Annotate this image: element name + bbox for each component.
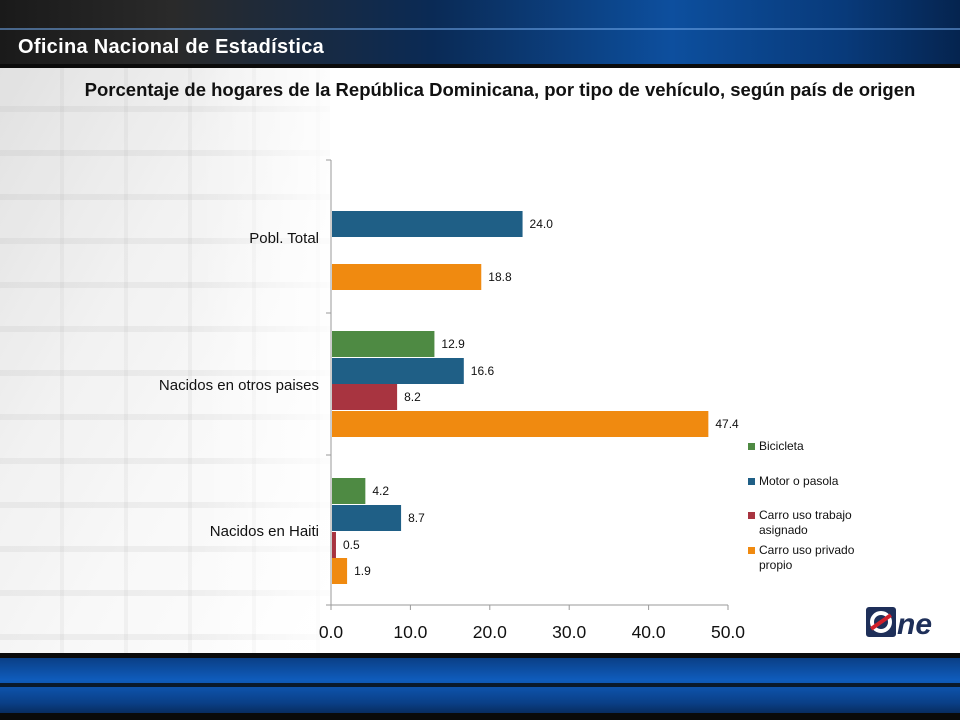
bar xyxy=(332,264,482,290)
footer-bottom-band xyxy=(0,713,960,720)
legend-swatch xyxy=(748,443,755,450)
header-bottom-line xyxy=(0,64,960,68)
bar xyxy=(332,358,464,384)
legend-label: Motor o pasola xyxy=(759,474,839,488)
bar xyxy=(332,478,366,504)
data-label: 18.8 xyxy=(488,270,512,284)
category-label: Nacidos en otros paises xyxy=(159,377,319,394)
one-logo: ne xyxy=(866,605,940,641)
footer-band xyxy=(0,683,960,687)
legend-label: Carro uso trabajo asignado xyxy=(759,508,852,537)
data-label: 8.7 xyxy=(408,511,425,525)
data-label: 16.6 xyxy=(471,364,495,378)
footer-bar xyxy=(0,653,960,720)
bar xyxy=(332,331,435,357)
x-tick-label: 0.0 xyxy=(319,622,344,642)
bar xyxy=(332,505,402,531)
x-tick-label: 50.0 xyxy=(711,622,745,642)
data-label: 1.9 xyxy=(354,564,371,578)
x-tick-label: 20.0 xyxy=(473,622,507,642)
bar xyxy=(332,384,398,410)
data-label: 47.4 xyxy=(715,417,739,431)
bar xyxy=(332,411,709,437)
x-tick-label: 10.0 xyxy=(393,622,427,642)
chart-title: Porcentaje de hogares de la República Do… xyxy=(84,79,916,100)
legend-label: Carro uso privado propio xyxy=(759,543,855,572)
header-bar: Oficina Nacional de Estadística xyxy=(0,0,960,68)
legend-label: Bicicleta xyxy=(759,439,804,453)
x-tick-label: 40.0 xyxy=(632,622,666,642)
legend-swatch xyxy=(748,478,755,485)
bar xyxy=(332,532,336,558)
bar xyxy=(332,558,348,584)
data-label: 8.2 xyxy=(404,390,421,404)
legend-swatch xyxy=(748,547,755,554)
x-tick-label: 30.0 xyxy=(552,622,586,642)
bar xyxy=(332,211,523,237)
data-label: 4.2 xyxy=(372,484,389,498)
header-highlight-line xyxy=(0,28,960,30)
category-label: Nacidos en Haiti xyxy=(210,523,319,540)
logo-text: ne xyxy=(897,608,932,639)
org-title: Oficina Nacional de Estadística xyxy=(18,36,325,58)
data-label: 0.5 xyxy=(343,538,360,552)
data-label: 24.0 xyxy=(530,217,554,231)
category-label: Pobl. Total xyxy=(249,230,319,247)
data-label: 12.9 xyxy=(441,337,465,351)
legend-swatch xyxy=(748,512,755,519)
one-logo-icon: ne xyxy=(866,607,932,641)
